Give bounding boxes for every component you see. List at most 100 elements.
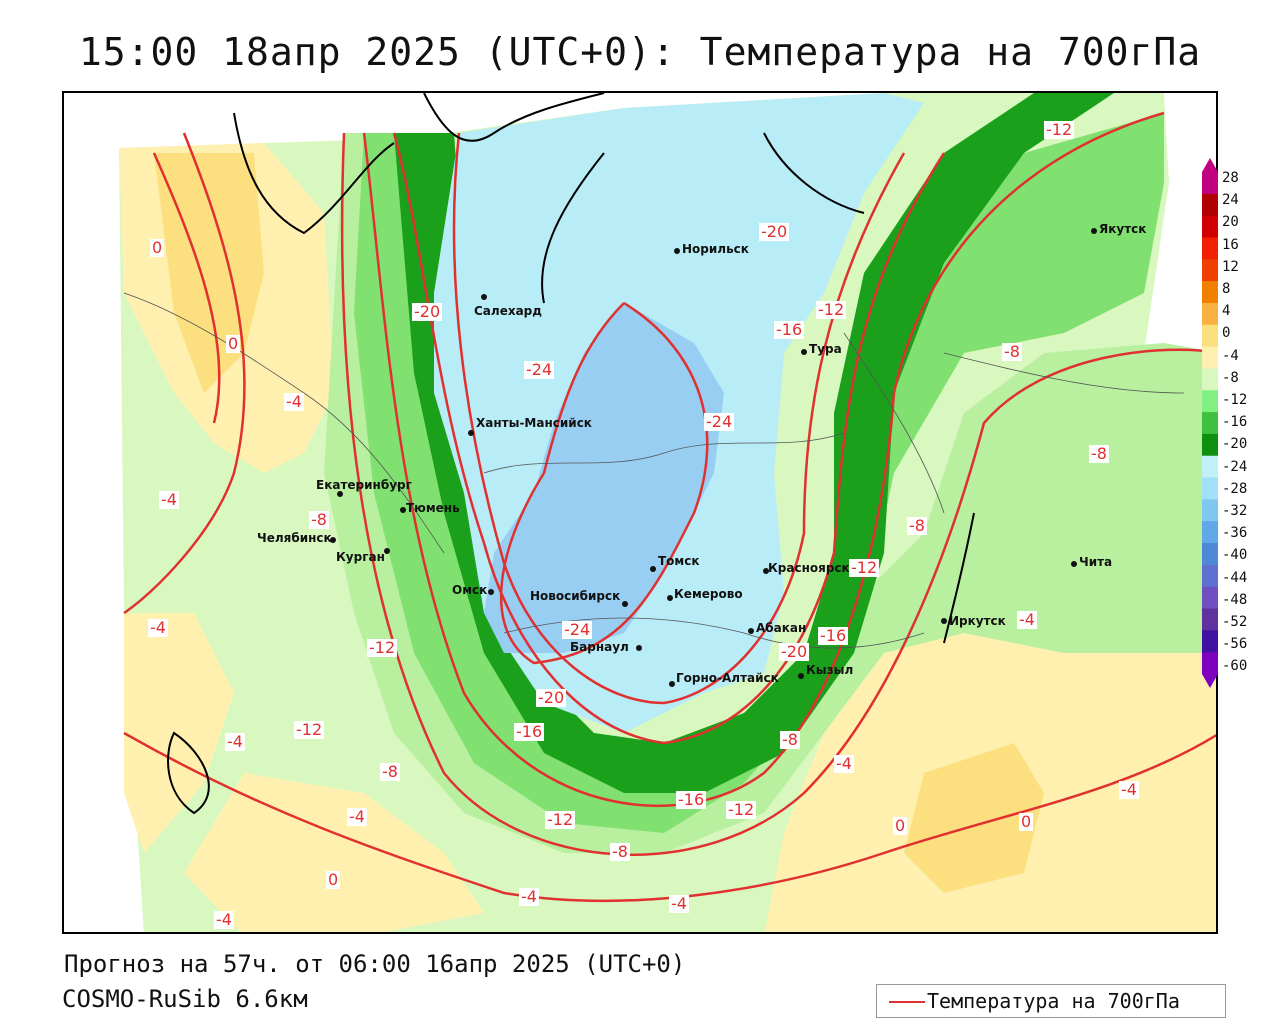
colorbar-swatch bbox=[1202, 564, 1218, 588]
isotherm-label: -20 bbox=[536, 688, 567, 707]
city-dot bbox=[468, 430, 474, 436]
isotherm-label: -20 bbox=[779, 642, 810, 661]
city-label[interactable]: Челябинск bbox=[257, 531, 332, 545]
isotherm-minus8 bbox=[340, 132, 1216, 856]
isotherm-label: -12 bbox=[294, 720, 325, 739]
model-name: COSMO-RuSib 6.6км bbox=[62, 985, 308, 1013]
colorbar-tick-label: -40 bbox=[1222, 547, 1248, 564]
legend-label: Температура на 700гПа bbox=[927, 989, 1180, 1013]
colorbar-tick-label: -28 bbox=[1222, 480, 1248, 497]
city-label[interactable]: Курган bbox=[336, 550, 385, 564]
city-label[interactable]: Кызыл bbox=[806, 663, 854, 677]
isotherm-label: -24 bbox=[524, 360, 555, 379]
city-label[interactable]: Горно-Алтайск bbox=[676, 671, 779, 685]
colorbar-tick-label: -16 bbox=[1222, 414, 1248, 431]
colorbar-tick-label: -36 bbox=[1222, 525, 1248, 542]
isotherm-label: 0 bbox=[1019, 812, 1034, 831]
city-label[interactable]: Барнаул bbox=[570, 640, 629, 654]
map-title: 15:00 18апр 2025 (UTC+0): Температура на… bbox=[78, 30, 1202, 74]
isotherm-label: -4 bbox=[519, 887, 539, 906]
city-label[interactable]: Екатеринбург bbox=[316, 478, 412, 492]
city-label[interactable]: Кемерово bbox=[674, 587, 743, 601]
city-dot bbox=[330, 537, 336, 543]
colorbar-swatch bbox=[1202, 281, 1218, 304]
colorbar-arrow-top bbox=[1202, 158, 1218, 172]
isotherm-label: 0 bbox=[226, 334, 241, 353]
city-label[interactable]: Тюмень bbox=[406, 501, 460, 515]
temperature-map[interactable]: -12 -20 0 -20 -24 -12 -16 -8 0 -24 -4 -8… bbox=[62, 91, 1218, 934]
colorbar-tick-label: 16 bbox=[1222, 236, 1239, 253]
isotherm-label: -4 bbox=[225, 732, 245, 751]
colorbar-tick-label: -12 bbox=[1222, 392, 1248, 408]
city-dot bbox=[674, 248, 680, 254]
area-zero-west bbox=[154, 153, 264, 393]
colorbar-swatch bbox=[1202, 521, 1218, 544]
isotherm-label: -12 bbox=[816, 300, 847, 319]
isotherm-label: 0 bbox=[893, 816, 908, 835]
isotherm-label: -16 bbox=[774, 320, 805, 339]
city-label[interactable]: Норильск bbox=[682, 242, 749, 256]
area-warm-south bbox=[184, 773, 484, 932]
colorbar-swatch bbox=[1202, 586, 1218, 610]
city-dot bbox=[667, 595, 673, 601]
colorbar-swatch bbox=[1202, 215, 1218, 238]
isotherm-label: -24 bbox=[704, 412, 735, 431]
area-minus12 bbox=[354, 113, 1164, 833]
city-label[interactable]: Красноярск bbox=[768, 561, 850, 575]
city-label[interactable]: Абакан bbox=[756, 621, 807, 635]
city-label[interactable]: Чита bbox=[1079, 555, 1113, 569]
city-label[interactable]: Омск bbox=[452, 583, 488, 597]
city-label[interactable]: Новосибирск bbox=[530, 589, 621, 603]
colorbar-swatch bbox=[1202, 259, 1218, 282]
colorbar-swatch bbox=[1202, 630, 1218, 653]
city-label[interactable]: Тура bbox=[809, 342, 842, 356]
city-dot bbox=[622, 601, 628, 607]
city-dot bbox=[763, 568, 769, 574]
isotherm-minus20 bbox=[452, 132, 906, 705]
isotherm-label: -4 bbox=[214, 910, 234, 929]
colorbar-swatch bbox=[1202, 390, 1218, 413]
city-label[interactable]: Ханты-Мансийск bbox=[476, 416, 592, 430]
city-dot bbox=[798, 673, 804, 679]
isotherm-label: -12 bbox=[849, 558, 880, 577]
colorbar-tick-label: -20 bbox=[1222, 436, 1248, 453]
colorbar-tick-label: -24 bbox=[1222, 458, 1248, 475]
colorbar-swatch bbox=[1202, 324, 1218, 348]
area-zero-southeast bbox=[904, 743, 1044, 893]
city-dot bbox=[636, 645, 642, 651]
colorbar-arrow-bottom bbox=[1202, 674, 1218, 688]
isotherm-zero-west bbox=[152, 152, 221, 424]
city-label[interactable]: Томск bbox=[658, 554, 700, 568]
colorbar-tick-label: -4 bbox=[1222, 347, 1239, 364]
city-label[interactable]: Якутск bbox=[1099, 222, 1147, 236]
isotherm-label: -8 bbox=[610, 842, 630, 861]
isotherm-label: -12 bbox=[367, 638, 398, 657]
isotherm-label: -8 bbox=[780, 730, 800, 749]
isotherm-minus16 bbox=[392, 132, 946, 745]
colorbar-swatch bbox=[1202, 302, 1218, 326]
isotherm-label: -8 bbox=[380, 762, 400, 781]
city-dot bbox=[941, 618, 947, 624]
city-dot bbox=[488, 589, 494, 595]
colorbar-swatch bbox=[1202, 543, 1218, 566]
colorbar-tick-label: 4 bbox=[1222, 303, 1231, 320]
city-dot bbox=[1091, 228, 1097, 234]
forecast-info: Прогноз на 57ч. от 06:00 16апр 2025 (UTC… bbox=[64, 950, 686, 978]
colorbar-tick-label: -48 bbox=[1222, 591, 1248, 608]
isotherm-label: -4 bbox=[1119, 780, 1139, 799]
city-label[interactable]: Салехард bbox=[474, 304, 542, 318]
isotherm-label: -8 bbox=[1002, 342, 1022, 361]
isotherm-label: -4 bbox=[148, 618, 168, 637]
isotherm-label: -4 bbox=[159, 490, 179, 509]
colorbar-tick-label: 12 bbox=[1222, 258, 1239, 275]
isotherm-label: -12 bbox=[1044, 120, 1075, 139]
region-borders bbox=[123, 292, 1185, 649]
city-dot bbox=[384, 548, 390, 554]
colorbar-tick-label: 20 bbox=[1222, 214, 1239, 231]
city-label[interactable]: Иркутск bbox=[949, 614, 1006, 628]
colorbar-swatch bbox=[1202, 412, 1218, 435]
colorbar-swatch bbox=[1202, 499, 1218, 522]
isotherm-label: -4 bbox=[834, 754, 854, 773]
city-dot bbox=[801, 349, 807, 355]
colorbar-swatch bbox=[1202, 172, 1218, 195]
